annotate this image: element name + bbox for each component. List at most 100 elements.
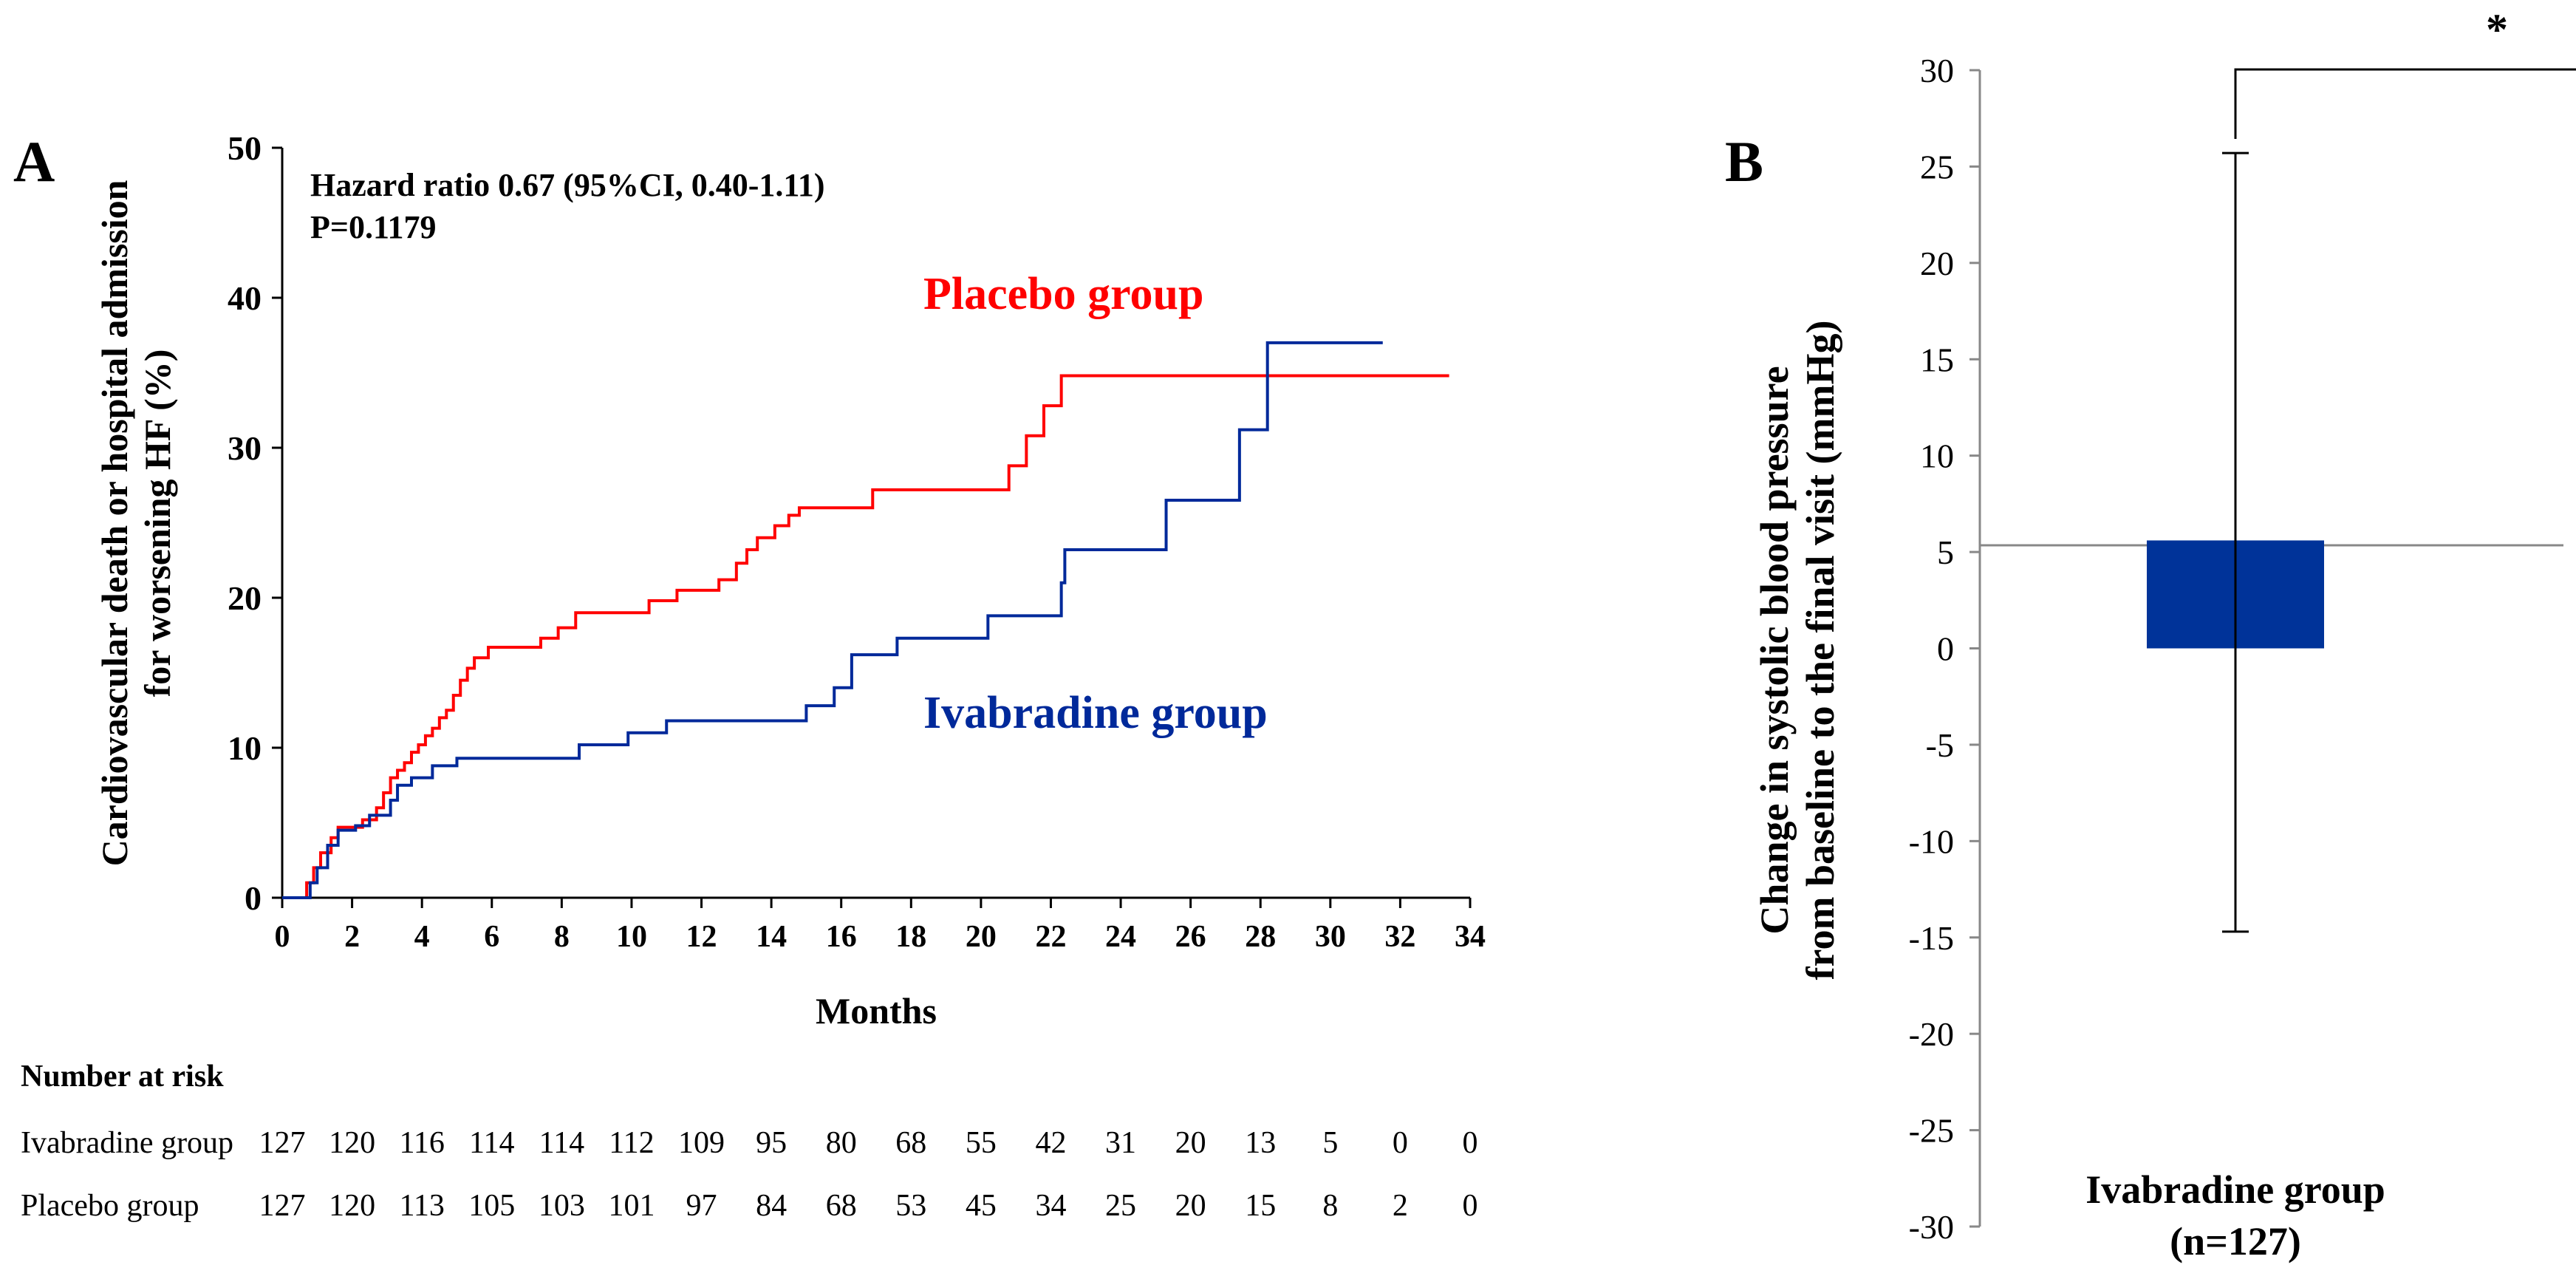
panel-a-x-tick-label: 22	[1035, 920, 1066, 954]
panel-b-letter: B	[1725, 129, 1763, 194]
panel-a-x-tick-label: 6	[484, 920, 499, 954]
hazard-ratio-text: Hazard ratio 0.67 (95%CI, 0.40-1.11)	[310, 167, 825, 203]
panel-b-y-tick-label: -20	[1909, 1015, 1954, 1053]
risk-cell: 114	[469, 1126, 514, 1160]
panel-b-y-tick-label: 25	[1920, 148, 1954, 185]
panel-a-ticks	[272, 146, 1472, 908]
risk-cell: 101	[608, 1189, 655, 1223]
risk-cell: 8	[1322, 1189, 1338, 1223]
panel-a-letter: A	[13, 129, 55, 194]
risk-cell: 95	[756, 1126, 787, 1160]
panel-a-x-tick-label: 16	[826, 920, 857, 954]
panel-b-y-tick-label: 20	[1920, 245, 1954, 282]
panel-b-y-tick-label: 30	[1920, 52, 1954, 89]
panel-a-ylabel-line2: for worsening HF (%)	[137, 349, 178, 698]
panel-a-x-tick-label: 26	[1175, 920, 1206, 954]
number-at-risk-table: Ivabradine group 127 120 116 114 114 112 109 95 8…	[21, 1126, 1478, 1223]
panel-b-y-tick-labels: 30 25 20 15 10 5 0 -5 -10 -15 -20 -25 -30	[1909, 52, 1980, 1246]
panel-a-xlabel: Months	[816, 990, 937, 1031]
panel-a-y-tick-label: 30	[228, 429, 262, 467]
risk-cell: 80	[826, 1126, 857, 1160]
panel-a-x-tick-label: 8	[554, 920, 570, 954]
panel-a-x-tick-label: 4	[414, 920, 430, 954]
panel-b-y-tick-label: -15	[1909, 919, 1954, 957]
panel-a-x-tick-label: 24	[1105, 920, 1136, 954]
risk-cell: 25	[1105, 1189, 1136, 1223]
p-value-text: P=0.1179	[310, 209, 437, 245]
category-n: (n=127)	[2170, 1219, 2301, 1263]
risk-cell: 68	[895, 1126, 926, 1160]
panel-b-ylabel-line2: from baseline to the final visit (mmHg)	[1798, 321, 1842, 980]
panel-b-y-tick-label: 15	[1920, 341, 1954, 378]
risk-cell: 116	[399, 1126, 444, 1160]
risk-cell: 127	[259, 1126, 306, 1160]
risk-cell: 5	[1322, 1126, 1338, 1160]
risk-cell: 103	[539, 1189, 585, 1223]
panel-b-y-tick-label: -30	[1909, 1208, 1954, 1246]
number-at-risk-header: Number at risk	[21, 1060, 224, 1094]
panel-b-y-tick-label: 0	[1937, 630, 1954, 668]
risk-cell: 2	[1393, 1189, 1408, 1223]
panel-a-x-tick-label: 12	[686, 920, 717, 954]
km-curve-placebo-group	[282, 374, 1449, 899]
risk-cell: 31	[1105, 1126, 1136, 1160]
risk-row-label: Placebo group	[21, 1189, 199, 1223]
panel-b-ylabel-line1: Change in systolic blood pressure	[1752, 366, 1797, 934]
panel-a-y-tick-label: 40	[228, 279, 262, 317]
panel-a-y-tick-label: 10	[228, 729, 262, 767]
significance-bracket	[2234, 68, 2576, 139]
panel-a-x-tick-labels: 0 2 4 6 8 10 12 14 16 18 20 22 24 26 28 30 32 34	[275, 920, 1486, 954]
panel-a-y-tick-label: 0	[245, 879, 262, 917]
km-curve-ivabradine-group	[282, 341, 1383, 899]
panel-b-y-tick-label: -10	[1909, 822, 1954, 860]
risk-cell: 0	[1463, 1126, 1478, 1160]
risk-cell: 112	[609, 1126, 654, 1160]
panel-a-x-tick-label: 10	[616, 920, 647, 954]
panel-a-x-tick-label: 0	[275, 920, 290, 954]
panel-a-y-tick-label: 50	[228, 129, 262, 167]
risk-cell: 0	[1463, 1189, 1478, 1223]
panel-a-x-tick-label: 34	[1455, 920, 1486, 954]
panel-a-x-tick-label: 2	[344, 920, 360, 954]
panel-b-y-tick-label: -25	[1909, 1112, 1954, 1150]
panel-b-y-tick-label: 10	[1920, 437, 1954, 475]
risk-cell: 120	[329, 1126, 375, 1160]
risk-cell: 13	[1245, 1126, 1276, 1160]
risk-cell: 53	[895, 1189, 926, 1223]
risk-cell: 120	[329, 1189, 375, 1223]
risk-cell: 0	[1393, 1126, 1408, 1160]
risk-cell: 55	[966, 1126, 997, 1160]
panel-b-y-tick-label: -5	[1926, 726, 1954, 764]
panel-a-x-tick-label: 20	[966, 920, 997, 954]
risk-cell: 105	[468, 1189, 515, 1223]
panel-b-y-tick-label: 5	[1937, 533, 1954, 571]
panel-a-x-tick-label: 14	[756, 920, 787, 954]
panel-a-y-tick-label: 20	[228, 579, 262, 617]
panel-b-bars	[2147, 151, 2324, 933]
risk-cell: 20	[1175, 1126, 1206, 1160]
risk-cell: 113	[399, 1189, 444, 1223]
risk-cell: 68	[826, 1189, 857, 1223]
risk-cell: 97	[686, 1189, 717, 1223]
risk-cell: 42	[1035, 1126, 1066, 1160]
risk-cell: 34	[1035, 1189, 1066, 1223]
legend-ivabradine-group: Ivabradine group	[923, 688, 1268, 738]
risk-cell: 45	[966, 1189, 997, 1223]
panel-a-x-tick-label: 18	[895, 920, 926, 954]
panel-a-y-tick-labels: 0 10 20 30 40 50	[228, 129, 262, 917]
panel-a-x-tick-label: 30	[1315, 920, 1346, 954]
legend-placebo-group: Placebo group	[923, 269, 1203, 319]
panel-a-ylabel-line1: Cardiovascular death or hospital admissi…	[94, 180, 135, 866]
risk-cell: 15	[1245, 1189, 1276, 1223]
panel-a-x-tick-label: 28	[1245, 920, 1276, 954]
risk-cell: 109	[678, 1126, 725, 1160]
risk-row-label: Ivabradine group	[21, 1126, 233, 1160]
panel-a-x-tick-label: 32	[1384, 920, 1415, 954]
panel-a-curves	[282, 341, 1449, 899]
significance-asterisk: *	[2486, 5, 2508, 54]
risk-cell: 114	[539, 1126, 584, 1160]
panel-b-category-labels: Ivabradine group(n=127)Placebo group(n=1…	[2085, 1167, 2385, 1263]
category-label: Ivabradine group	[2085, 1167, 2385, 1212]
risk-cell: 84	[756, 1189, 787, 1223]
